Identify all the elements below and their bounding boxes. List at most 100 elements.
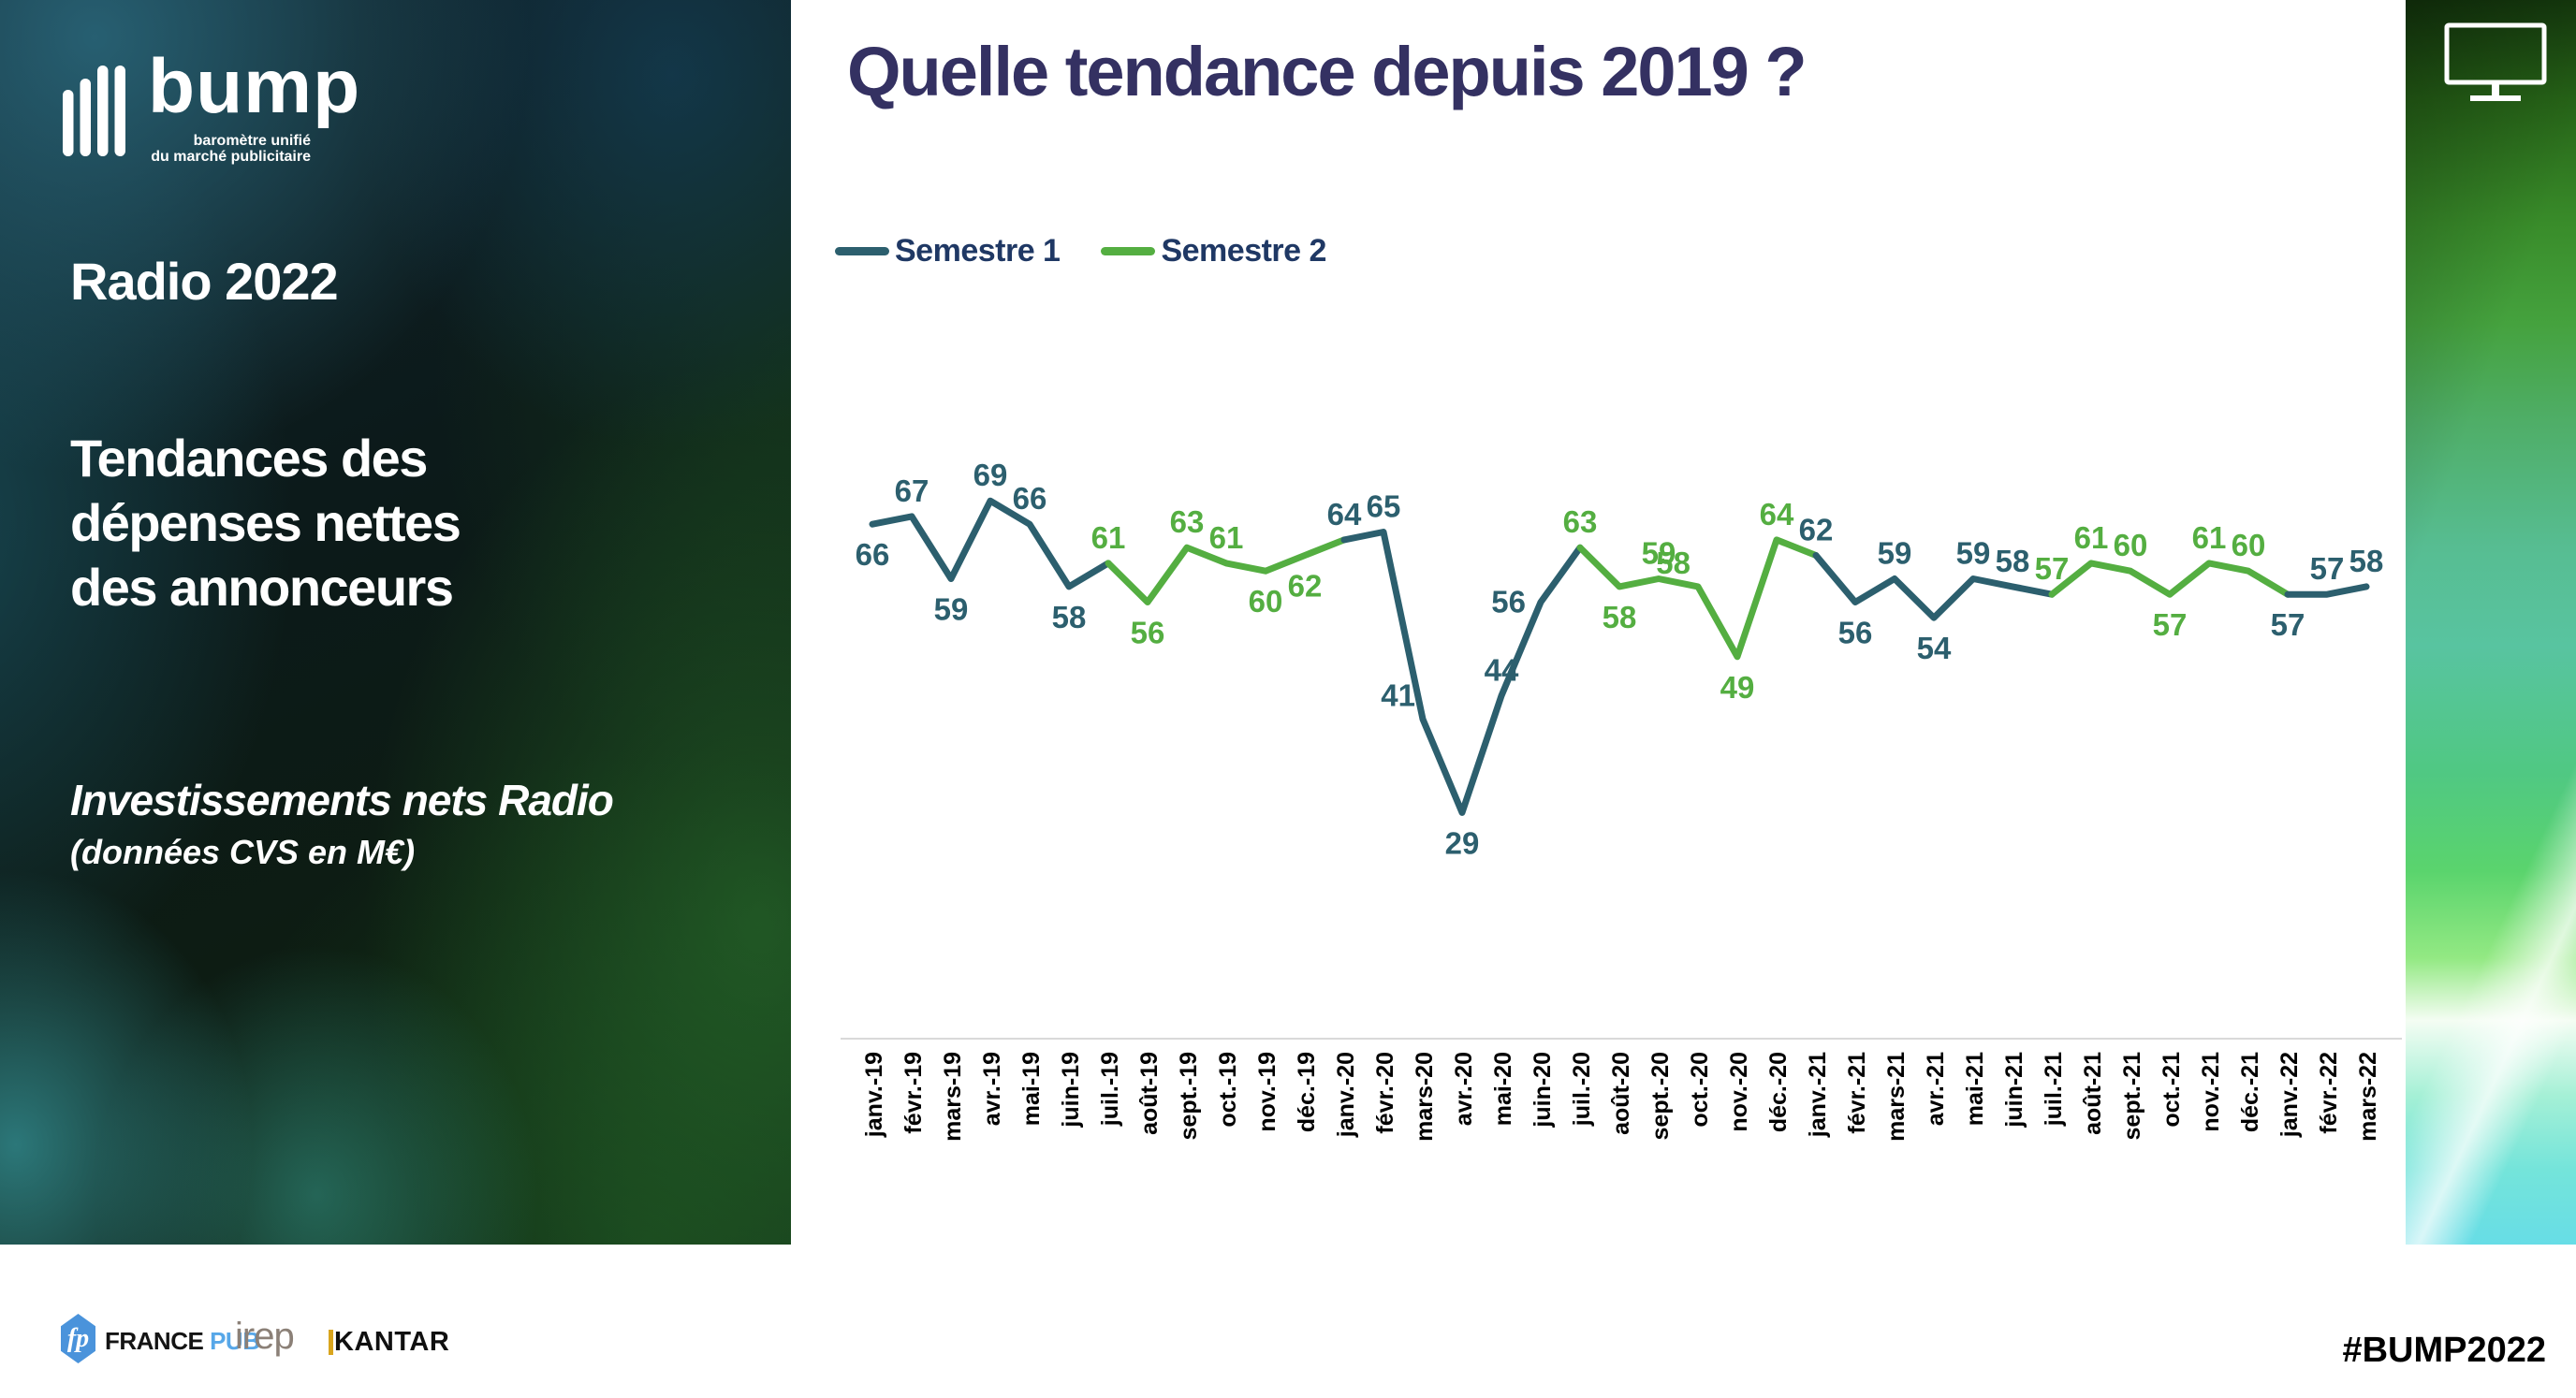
data-label: 58	[1603, 600, 1637, 634]
data-label: 66	[856, 537, 890, 572]
line-segment-semestre1	[1340, 529, 1584, 816]
data-label: 69	[973, 458, 1008, 492]
axis-tick-label: sept.-20	[1647, 1052, 1674, 1140]
france-pub-logo: FRANCE PUB	[105, 1327, 260, 1356]
data-label: 58	[1996, 544, 2030, 578]
axis-tick-label: nov.-19	[1254, 1052, 1281, 1132]
data-label: 59	[1878, 536, 1912, 571]
axis-tick-label: mai-21	[1962, 1052, 1988, 1126]
axis-tick-label: mai-20	[1490, 1052, 1516, 1126]
axis-tick-label: févr.-21	[1844, 1052, 1870, 1134]
data-label: 60	[1249, 584, 1283, 619]
bump-bars-icon	[63, 66, 125, 156]
axis-tick-label: oct.-21	[2159, 1052, 2185, 1128]
axis-tick-label: juin-21	[2001, 1052, 2027, 1129]
line-segment-semestre1	[869, 497, 1112, 590]
data-label: 54	[1917, 631, 1952, 665]
data-label: 41	[1381, 677, 1415, 712]
data-label: 61	[2074, 520, 2109, 555]
line-segment-semestre1	[1812, 552, 2056, 621]
decorative-green-strip	[2406, 0, 2576, 1245]
data-label: 57	[2310, 551, 2345, 586]
axis-tick-label: juil.-20	[1569, 1052, 1595, 1127]
france-pub-pub-text: PUB	[210, 1327, 260, 1355]
data-label: 57	[2271, 607, 2305, 642]
data-label: 67	[895, 473, 929, 508]
axis-tick-label: avr.-20	[1451, 1052, 1477, 1126]
irep-logo: irep	[235, 1316, 295, 1357]
axis-tick-label: janv.-21	[1805, 1052, 1831, 1138]
kantar-logo: KANTAR	[329, 1327, 449, 1358]
slide-subtitle: Tendances des dépenses nettes des annonc…	[70, 426, 461, 619]
axis-tick-label: avr.-21	[1923, 1052, 1949, 1126]
axis-tick-label: janv.-22	[2276, 1052, 2303, 1138]
legend-swatch-semestre1	[835, 246, 889, 255]
axis-tick-label: juil.-19	[1097, 1052, 1123, 1127]
event-hashtag: #BUMP2022	[2342, 1331, 2546, 1370]
monitor-icon	[2444, 22, 2547, 101]
axis-tick-label: juin-20	[1530, 1052, 1556, 1129]
data-label: 59	[1956, 536, 1991, 571]
axis-tick-label: févr.-19	[900, 1052, 927, 1134]
data-label: 57	[2035, 551, 2070, 586]
line-segment-semestre2	[2048, 560, 2291, 598]
bump-tagline-line1: baromètre unifié	[193, 133, 311, 149]
chart-legend: Semestre 1 Semestre 2	[835, 232, 1326, 269]
axis-tick-label: août-19	[1136, 1052, 1163, 1135]
sidebar-panel: bump baromètre unifié du marché publicit…	[0, 0, 791, 1245]
axis-tick-label: sept.-21	[2119, 1052, 2145, 1141]
data-label: 56	[1838, 616, 1873, 650]
axis-tick-label: févr.-22	[2316, 1052, 2342, 1134]
axis-tick-label: oct.-20	[1687, 1052, 1713, 1128]
axis-tick-label: juin-19	[1058, 1052, 1084, 1129]
france-pub-france-text: FRANCE	[105, 1327, 204, 1355]
legend-swatch-semestre2	[1101, 246, 1156, 255]
data-label: 66	[1013, 481, 1047, 516]
axis-tick-label: nov.-20	[1726, 1052, 1752, 1132]
axis-tick-label: oct.-19	[1215, 1052, 1241, 1128]
slide-subtitle-line1: Tendances des	[70, 429, 428, 488]
data-label: 61	[1091, 520, 1126, 555]
data-label: 58	[2349, 544, 2384, 578]
bump-tagline-line2: du marché publicitaire	[151, 148, 311, 165]
axis-tick-label: août-20	[1608, 1052, 1634, 1135]
data-label: 61	[1209, 520, 1244, 555]
axis-tick-label: févr.-20	[1372, 1052, 1398, 1134]
legend-label-semestre2: Semestre 2	[1161, 232, 1326, 269]
data-label: 60	[2114, 528, 2148, 562]
axis-tick-label: juil.-21	[2041, 1052, 2067, 1127]
slide-note-primary: Investissements nets Radio	[70, 776, 614, 824]
axis-tick-label: mars-20	[1412, 1052, 1438, 1142]
kantar-gold-bar-icon	[329, 1330, 333, 1355]
data-label: 63	[1563, 504, 1598, 539]
bump-wordmark: bump	[148, 44, 361, 129]
data-label: 64	[1327, 497, 1362, 532]
bump-logo: bump baromètre unifié du marché publicit…	[0, 0, 393, 178]
axis-tick-label: déc.-20	[1765, 1052, 1792, 1132]
bump-tagline: baromètre unifié du marché publicitaire	[140, 133, 311, 165]
kantar-text: KANTAR	[334, 1327, 450, 1357]
data-label: 56	[1491, 585, 1526, 619]
axis-tick-label: mars-21	[1883, 1052, 1910, 1142]
line-segment-semestre2	[1576, 536, 1820, 661]
data-label: 62	[1288, 569, 1323, 604]
footer-bar: fp FRANCE PUB irep KANTAR #BUMP2022	[0, 1245, 2576, 1398]
data-label: 29	[1445, 825, 1480, 860]
data-label: 59	[1642, 536, 1676, 571]
data-label: 44	[1485, 652, 1519, 687]
data-label: 63	[1170, 504, 1205, 539]
data-label: 65	[1367, 489, 1401, 524]
line-segment-semestre2	[1105, 536, 1348, 605]
axis-tick-label: déc.-19	[1294, 1052, 1320, 1132]
france-pub-hexagon-icon: fp	[61, 1314, 95, 1363]
axis-tick-label: nov.-21	[2198, 1052, 2224, 1132]
data-label: 59	[934, 592, 969, 627]
data-label: 58	[1656, 546, 1690, 580]
data-label: 62	[1799, 513, 1834, 547]
axis-tick-label: janv.-20	[1333, 1052, 1359, 1138]
chart-title: Quelle tendance depuis 2019 ?	[847, 33, 1808, 110]
axis-tick-label: janv.-19	[861, 1052, 887, 1138]
axis-tick-label: sept.-19	[1176, 1052, 1202, 1140]
axis-tick-label: mai-19	[1018, 1052, 1045, 1126]
axis-tick-label: mars-19	[940, 1052, 966, 1142]
